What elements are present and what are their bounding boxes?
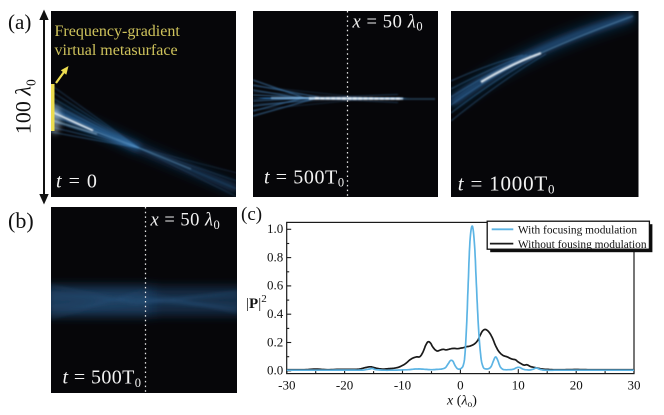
svg-text:0.2: 0.2 xyxy=(267,334,283,349)
svg-text:0.0: 0.0 xyxy=(267,363,283,378)
svg-text:With focusing modulation: With focusing modulation xyxy=(518,225,637,237)
svg-text:t = 500T0: t = 500T0 xyxy=(264,166,345,189)
svg-text:Frequency-gradient: Frequency-gradient xyxy=(54,23,180,40)
svg-text:0: 0 xyxy=(457,378,464,393)
svg-text:-10: -10 xyxy=(394,378,411,393)
svg-text:x (λo): x (λo) xyxy=(446,394,477,411)
svg-text:-20: -20 xyxy=(336,378,353,393)
svg-text:0.6: 0.6 xyxy=(267,278,284,293)
svg-text:virtual metasurface: virtual metasurface xyxy=(54,42,177,59)
svg-text:-30: -30 xyxy=(278,378,295,393)
svg-text:t = 0: t = 0 xyxy=(56,171,98,193)
svg-text:0.8: 0.8 xyxy=(267,249,283,264)
svg-text:Without fousing modulation: Without fousing modulation xyxy=(518,239,647,251)
svg-text:0.4: 0.4 xyxy=(267,306,284,321)
svg-text:1.0: 1.0 xyxy=(267,221,283,236)
svg-text:t = 1000T0: t = 1000T0 xyxy=(458,171,556,196)
svg-text:30: 30 xyxy=(628,378,641,393)
svg-text:x = 50 λ0: x = 50 λ0 xyxy=(352,12,424,33)
svg-text:x = 50 λ0: x = 50 λ0 xyxy=(149,211,220,232)
svg-text:20: 20 xyxy=(570,378,583,393)
svg-text:|P|2: |P|2 xyxy=(246,293,267,312)
svg-text:10: 10 xyxy=(512,378,525,393)
svg-text:t = 500T0: t = 500T0 xyxy=(62,367,141,390)
